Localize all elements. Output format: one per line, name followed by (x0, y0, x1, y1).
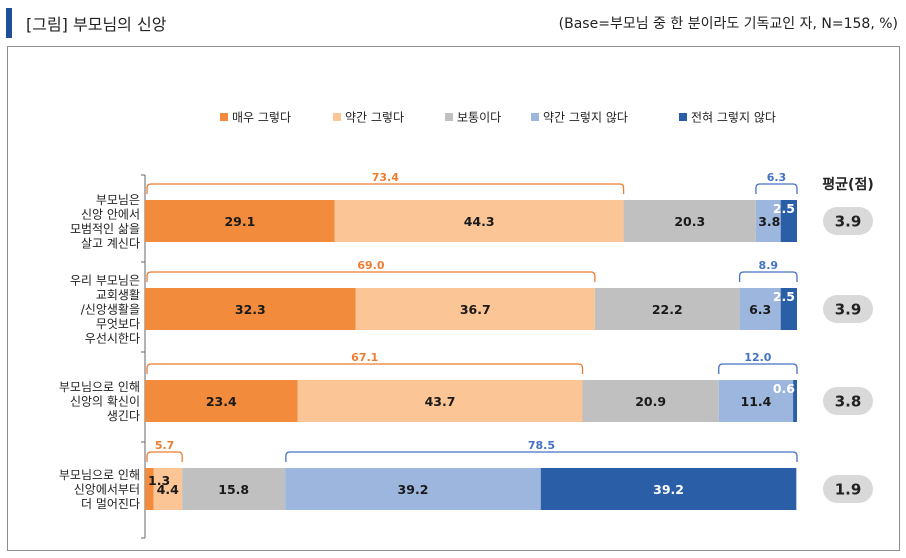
category-label-line: 무엇보다 (96, 317, 140, 331)
bar-segment-3 (594, 288, 740, 330)
category-label-line: 교회생활 (96, 288, 140, 302)
bar-value-label: 20.9 (635, 394, 666, 409)
bar-value-label: 39.2 (653, 482, 684, 497)
bar-value-label: 32.3 (235, 302, 266, 317)
bar-segment-1 (145, 200, 335, 242)
legend-swatch-4 (531, 113, 539, 121)
bar-value-label: 20.3 (674, 214, 705, 229)
negative-total-label: 12.0 (744, 351, 771, 364)
bar-segment-5 (780, 200, 797, 242)
legend-label-3: 보통이다 (457, 111, 501, 125)
bar-segment-3 (582, 380, 719, 422)
bar-segment-4 (718, 380, 794, 422)
category-label-line: 모범적인 삶을 (70, 222, 140, 236)
category-label-line: 신앙에서부터 (74, 483, 140, 497)
positive-total-bracket (146, 271, 596, 282)
bar-value-label: 15.8 (218, 482, 249, 497)
legend-swatch-5 (679, 113, 687, 121)
category-label-line: 생긴다 (107, 409, 140, 423)
average-value: 3.8 (835, 393, 862, 411)
bar-value-label: 11.4 (741, 394, 772, 409)
base-note: (Base=부모님 중 한 분이라도 기독교인 자, N=158, %) (558, 16, 898, 32)
bar-value-label: 3.8 (758, 214, 780, 229)
bar-segment-4 (755, 200, 781, 242)
bar-value-label: 2.5 (773, 201, 795, 216)
bar-segment-3 (623, 200, 756, 242)
negative-total-label: 78.5 (528, 439, 555, 452)
bar-value-label: 29.1 (224, 214, 255, 229)
average-pill (823, 387, 873, 415)
positive-total-label: 69.0 (357, 259, 384, 272)
category-label-line: 우선시한다 (85, 332, 140, 346)
category-label-line: 살고 계신다 (81, 236, 140, 250)
category-label-line: 부모님은 (96, 193, 140, 207)
negative-total-bracket (755, 183, 798, 194)
positive-total-bracket (146, 451, 183, 462)
bar-value-label: 0.6 (773, 381, 795, 396)
title-accent-bar (6, 8, 12, 38)
bar-value-label: 1.3 (148, 473, 170, 488)
bar-value-label: 6.3 (749, 302, 771, 317)
positive-total-label: 5.7 (155, 439, 175, 452)
bar-value-label: 39.2 (398, 482, 429, 497)
legend-label-5: 전혀 그렇지 않다 (691, 110, 776, 125)
chart-panel (7, 46, 900, 551)
positive-total-label: 67.1 (351, 351, 378, 364)
legend-label-4: 약간 그렇지 않다 (543, 110, 628, 125)
bar-value-label: 23.4 (206, 394, 237, 409)
bar-segment-5 (793, 380, 797, 422)
negative-total-bracket (738, 271, 798, 282)
bar-segment-1 (145, 288, 356, 330)
bar-value-label: 44.3 (464, 214, 495, 229)
negative-total-label: 8.9 (759, 259, 779, 272)
figure-title: [그림] 부모님의 신앙 (26, 15, 167, 34)
category-label-line: 부모님으로 인해 (59, 468, 140, 482)
positive-total-bracket (146, 183, 625, 194)
category-label-line: 신앙 안에서 (81, 207, 140, 221)
legend-swatch-2 (333, 113, 341, 121)
bar-segment-3 (182, 468, 286, 510)
average-header: 평균(점) (822, 176, 873, 193)
bar-segment-2 (355, 288, 595, 330)
category-label-line: 더 멀어진다 (81, 497, 140, 511)
bar-segment-1 (145, 380, 298, 422)
category-label-line: 신앙의 확신이 (70, 395, 140, 409)
bar-segment-4 (739, 288, 781, 330)
positive-total-label: 73.4 (372, 171, 399, 184)
bar-segment-2 (153, 468, 183, 510)
bar-segment-2 (297, 380, 583, 422)
bar-segment-5 (540, 468, 797, 510)
average-pill (823, 295, 873, 323)
legend-label-1: 매우 그렇다 (232, 110, 291, 125)
average-value: 1.9 (835, 481, 862, 499)
bar-value-label: 36.7 (460, 302, 491, 317)
bar-value-label: 43.7 (425, 394, 456, 409)
average-pill (823, 475, 873, 503)
bar-segment-1 (145, 468, 154, 510)
average-pill (823, 207, 873, 235)
bar-value-label: 22.2 (652, 302, 683, 317)
legend-swatch-1 (220, 113, 228, 121)
category-label-line: 우리 부모님은 (70, 274, 140, 288)
legend-swatch-3 (445, 113, 453, 121)
bar-value-label: 2.5 (773, 289, 795, 304)
average-value: 3.9 (835, 213, 862, 231)
legend-label-2: 약간 그렇다 (345, 110, 404, 125)
bar-segment-5 (780, 288, 797, 330)
bar-value-label: 4.4 (157, 482, 179, 497)
negative-total-bracket (718, 363, 798, 374)
category-label-line: 부모님으로 인해 (59, 380, 140, 394)
average-value: 3.9 (835, 301, 862, 319)
negative-total-bracket (285, 451, 798, 462)
negative-total-label: 6.3 (767, 171, 787, 184)
category-label-line: /신앙생활을 (81, 303, 140, 317)
bar-segment-4 (285, 468, 541, 510)
positive-total-bracket (146, 363, 584, 374)
bar-segment-2 (334, 200, 624, 242)
